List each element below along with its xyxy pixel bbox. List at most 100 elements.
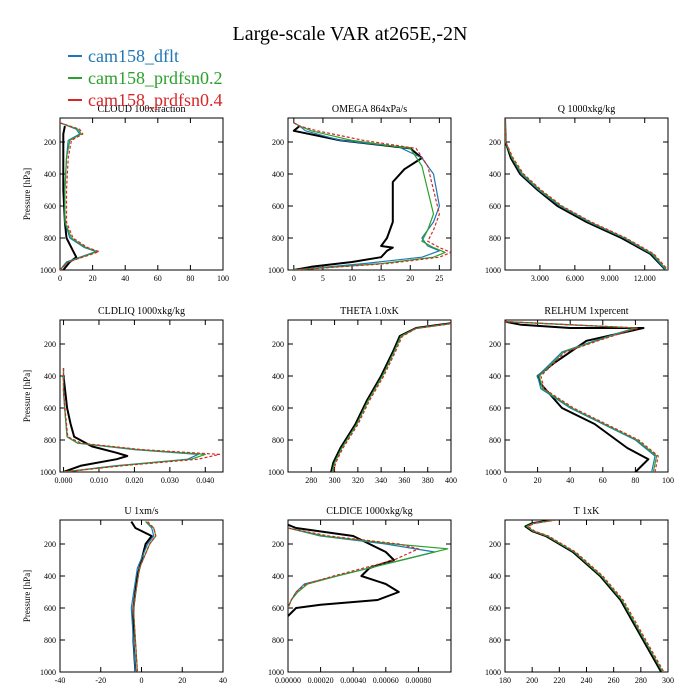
panel-title: RELHUM 1xpercent [544,306,628,317]
plot-frame [59,519,224,673]
y-tick-label: 200 [272,540,284,549]
x-tick-label: 0.000 [55,476,73,485]
x-tick-label: 20 [534,476,542,485]
plot-frame [59,117,224,271]
series-line-obs [288,523,400,617]
panel: T 1xK 180 200 220 240 260 280 300 200 400 600 800 10… [485,506,674,685]
series-lines [524,520,665,672]
y-tick-label: 200 [272,138,284,147]
x-tick-label: 240 [581,676,593,685]
series-line-obs [330,322,451,472]
plot-frame [504,117,669,271]
y-tick-label: 1000 [485,668,501,677]
series-line-obs [524,520,663,672]
x-tick-label: 0.00040 [340,676,366,685]
series-lines [292,122,451,270]
legend: cam158_dfltcam158_prdfsn0.2cam158_prdfsn… [68,46,222,110]
series-lines [62,368,221,472]
x-tick-label: 60 [599,476,607,485]
y-tick-label: 1000 [485,468,501,477]
y-tick-label: 1000 [268,668,284,677]
y-axis-label: Pressure [hPa] [22,168,32,220]
x-tick-label: 260 [608,676,620,685]
x-tick-label: 10 [348,274,356,283]
x-tick-label: 20 [178,676,186,685]
panel: THETA 1.0xK 280 300 320 340 360 380 400 200 400 60… [268,306,457,485]
x-tick-label: 80 [631,476,639,485]
y-tick-label: 600 [272,404,284,413]
y-tick-label: 400 [272,572,284,581]
series-line-cam158_prdfsn0.4 [505,118,668,270]
x-tick-label: 0.020 [125,476,143,485]
x-tick-label: 40 [219,676,227,685]
series-line-cam158_prdfsn0.2 [62,368,206,472]
y-tick-label: 1000 [40,668,56,677]
x-tick-label: 6.000 [566,274,584,283]
y-tick-label: 200 [489,138,501,147]
y-tick-label: 200 [44,138,56,147]
legend-label: cam158_dflt [88,46,179,66]
x-tick-label: 5 [321,274,325,283]
y-tick-label: 400 [489,170,501,179]
series-lines [330,322,451,472]
series-line-obs [62,375,129,472]
series-line-cam158_dflt [130,521,155,672]
x-tick-label: 0.00020 [308,676,334,685]
series-line-cam158_prdfsn0.2 [331,322,451,472]
y-tick-label: 400 [44,170,56,179]
x-tick-label: -40 [55,676,66,685]
y-tick-label: 600 [44,404,56,413]
panel: Q 1000xkg/kg 3.000 6.000 9.000 12.000 200 400 6… [485,104,669,283]
y-tick-label: 800 [44,636,56,645]
x-tick-label: 0.040 [196,476,214,485]
y-tick-label: 600 [489,202,501,211]
series-line-obs [505,320,650,472]
panel-title: Q 1000xkg/kg [558,104,616,115]
x-tick-label: 12.000 [634,274,656,283]
figure-title: Large-scale VAR at265E,-2N [233,23,468,45]
y-tick-label: 600 [489,604,501,613]
series-line-cam158_prdfsn0.4 [62,368,221,472]
series-lines [130,521,157,672]
y-tick-label: 1000 [268,468,284,477]
series-line-cam158_prdfsn0.4 [505,321,659,472]
x-tick-label: 9.000 [601,274,619,283]
x-tick-label: 20 [406,274,414,283]
y-tick-label: 400 [44,372,56,381]
x-tick-label: 280 [635,676,647,685]
y-tick-label: 600 [44,202,56,211]
x-tick-label: 200 [526,676,538,685]
x-tick-label: 300 [662,676,674,685]
x-tick-label: 180 [499,676,511,685]
y-tick-label: 400 [272,372,284,381]
x-tick-label: 0.030 [161,476,179,485]
series-line-cam158_prdfsn0.4 [132,521,157,672]
panel-title: THETA 1.0xK [340,306,399,317]
series-lines [288,523,449,617]
plot-frame [504,319,669,473]
panel-title: OMEGA 864xPa/s [332,104,407,115]
series-line-obs [130,521,153,672]
plot-frame [287,117,452,271]
y-tick-label: 1000 [485,266,501,275]
x-tick-label: 0.010 [90,476,108,485]
y-tick-label: 600 [272,604,284,613]
x-tick-label: 360 [398,476,410,485]
y-tick-label: 200 [489,340,501,349]
panel: CLDLIQ 1000xkg/kg 0.000 0.010 0.020 0.030 0.0… [22,306,224,485]
x-tick-label: 0 [140,676,144,685]
panel-title: CLDLIQ 1000xkg/kg [98,306,185,317]
panel-title: T 1xK [574,506,600,517]
series-lines [60,122,100,270]
y-tick-label: 800 [489,436,501,445]
x-tick-label: 0 [292,274,296,283]
y-tick-label: 800 [272,234,284,243]
series-line-cam158_dflt [62,368,199,472]
plot-frame [287,519,452,673]
x-tick-label: 380 [422,476,434,485]
plot-frame [287,319,452,473]
x-tick-label: 0 [58,274,62,283]
series-line-cam158_prdfsn0.4 [527,520,665,672]
x-tick-label: 0.00060 [373,676,399,685]
